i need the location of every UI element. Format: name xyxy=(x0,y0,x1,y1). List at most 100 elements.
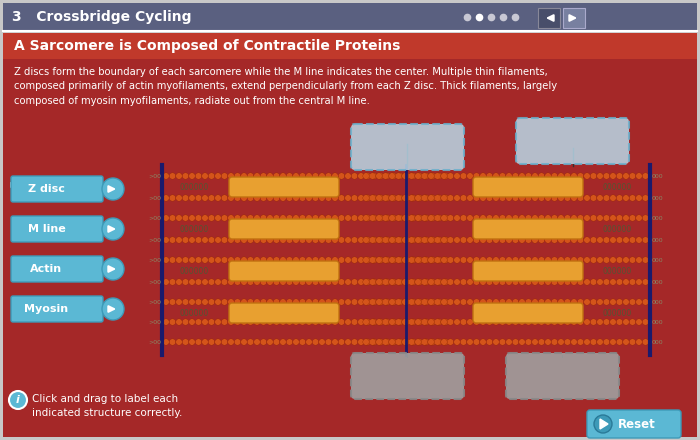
Circle shape xyxy=(545,339,551,345)
Circle shape xyxy=(326,195,332,201)
Text: 000000: 000000 xyxy=(180,225,209,235)
Circle shape xyxy=(332,299,338,305)
Circle shape xyxy=(584,339,590,345)
Circle shape xyxy=(486,237,493,243)
Circle shape xyxy=(364,299,371,305)
Circle shape xyxy=(189,215,195,221)
Circle shape xyxy=(408,257,414,263)
Circle shape xyxy=(202,173,208,179)
Circle shape xyxy=(163,237,169,243)
Circle shape xyxy=(234,237,241,243)
Circle shape xyxy=(415,279,421,285)
Circle shape xyxy=(434,319,441,325)
Circle shape xyxy=(182,195,189,201)
Circle shape xyxy=(332,257,338,263)
Circle shape xyxy=(441,173,447,179)
Circle shape xyxy=(594,415,612,433)
Circle shape xyxy=(403,195,410,201)
Circle shape xyxy=(428,279,434,285)
Circle shape xyxy=(376,299,382,305)
Circle shape xyxy=(436,339,442,345)
Circle shape xyxy=(267,237,273,243)
Circle shape xyxy=(493,319,499,325)
Circle shape xyxy=(421,257,428,263)
Circle shape xyxy=(532,237,538,243)
Circle shape xyxy=(525,215,532,221)
Circle shape xyxy=(436,257,442,263)
Circle shape xyxy=(312,173,318,179)
Text: 000: 000 xyxy=(652,279,664,285)
Circle shape xyxy=(306,319,312,325)
Text: i: i xyxy=(16,395,20,405)
Circle shape xyxy=(461,237,467,243)
Circle shape xyxy=(408,195,414,201)
Circle shape xyxy=(363,215,369,221)
Circle shape xyxy=(467,257,473,263)
Circle shape xyxy=(260,299,267,305)
Circle shape xyxy=(467,237,473,243)
Circle shape xyxy=(616,173,623,179)
Circle shape xyxy=(209,279,215,285)
Circle shape xyxy=(454,257,460,263)
Circle shape xyxy=(461,215,467,221)
Circle shape xyxy=(195,339,202,345)
FancyBboxPatch shape xyxy=(538,8,560,28)
Circle shape xyxy=(382,237,389,243)
Circle shape xyxy=(447,339,454,345)
Circle shape xyxy=(590,173,596,179)
Circle shape xyxy=(512,319,519,325)
Circle shape xyxy=(384,195,390,201)
Circle shape xyxy=(318,299,326,305)
Circle shape xyxy=(610,173,616,179)
Circle shape xyxy=(363,339,369,345)
Text: 000: 000 xyxy=(652,173,664,179)
Circle shape xyxy=(564,257,570,263)
Circle shape xyxy=(416,339,423,345)
Circle shape xyxy=(429,319,435,325)
Circle shape xyxy=(102,298,124,320)
Circle shape xyxy=(428,299,434,305)
Circle shape xyxy=(370,173,376,179)
Circle shape xyxy=(338,173,344,179)
Circle shape xyxy=(267,339,273,345)
Circle shape xyxy=(525,237,532,243)
Circle shape xyxy=(525,299,532,305)
Text: >00: >00 xyxy=(148,257,161,263)
Circle shape xyxy=(351,195,358,201)
Circle shape xyxy=(552,195,558,201)
Circle shape xyxy=(363,237,369,243)
Circle shape xyxy=(293,339,299,345)
Circle shape xyxy=(318,279,326,285)
Circle shape xyxy=(447,319,454,325)
Circle shape xyxy=(247,237,253,243)
Circle shape xyxy=(273,215,280,221)
Circle shape xyxy=(410,173,416,179)
Circle shape xyxy=(552,299,558,305)
Circle shape xyxy=(241,237,247,243)
Circle shape xyxy=(408,339,414,345)
Circle shape xyxy=(209,173,215,179)
Circle shape xyxy=(102,258,124,280)
Circle shape xyxy=(519,319,525,325)
Bar xyxy=(3,59,697,437)
Circle shape xyxy=(486,339,493,345)
Circle shape xyxy=(370,257,376,263)
Circle shape xyxy=(189,173,195,179)
Circle shape xyxy=(584,299,590,305)
Circle shape xyxy=(629,237,636,243)
Circle shape xyxy=(552,237,558,243)
Circle shape xyxy=(364,195,371,201)
Circle shape xyxy=(570,319,578,325)
Circle shape xyxy=(643,173,649,179)
Circle shape xyxy=(395,215,402,221)
Circle shape xyxy=(267,299,273,305)
Circle shape xyxy=(499,319,505,325)
Circle shape xyxy=(391,173,397,179)
Circle shape xyxy=(195,173,202,179)
Circle shape xyxy=(473,195,480,201)
Circle shape xyxy=(486,257,493,263)
Circle shape xyxy=(643,215,649,221)
Circle shape xyxy=(318,257,326,263)
Circle shape xyxy=(597,319,603,325)
Circle shape xyxy=(442,339,449,345)
